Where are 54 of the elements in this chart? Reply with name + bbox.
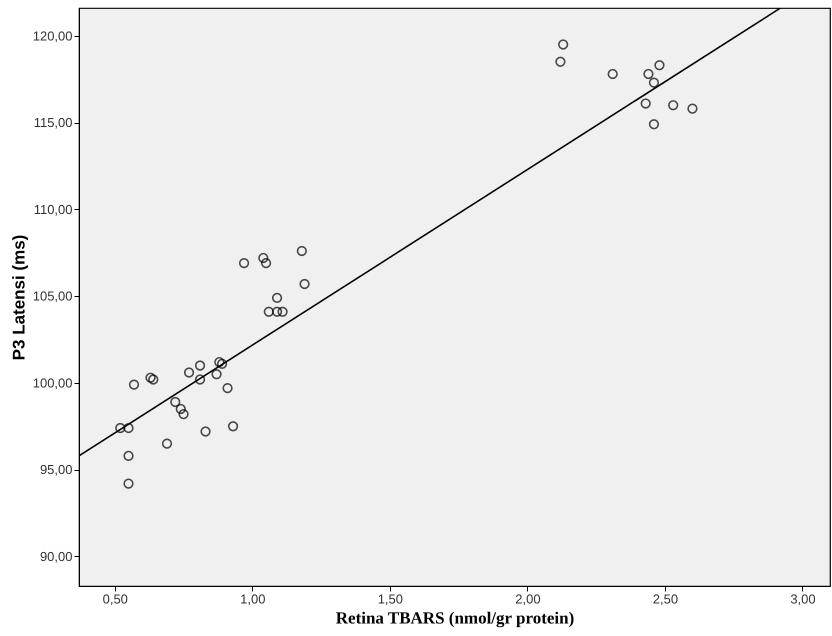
point	[216, 358, 228, 369]
point	[194, 360, 206, 371]
x-tick-label: 0,50	[102, 592, 128, 606]
point	[123, 422, 134, 434]
point	[648, 119, 660, 130]
point	[222, 383, 233, 394]
point	[277, 306, 288, 317]
x-tick-label: 2,50	[652, 592, 678, 606]
point	[687, 104, 698, 114]
point	[654, 60, 665, 70]
point	[176, 404, 186, 414]
point	[668, 100, 678, 110]
point	[272, 292, 282, 303]
y-tick-label: 115,00	[34, 115, 72, 130]
point	[260, 258, 272, 268]
point	[608, 68, 618, 80]
point	[115, 422, 126, 434]
point	[211, 369, 222, 380]
point	[238, 258, 250, 268]
point	[555, 56, 566, 67]
point	[178, 409, 189, 420]
y-axis-title: P3 Latensi (ms)	[10, 234, 29, 360]
x-tick-label: 1,50	[378, 592, 404, 606]
point	[296, 246, 307, 256]
point	[558, 39, 568, 50]
y-tick-label: 100,00	[32, 375, 72, 390]
point	[640, 98, 651, 109]
y-tick-label: 90,00	[40, 548, 72, 564]
point	[648, 78, 660, 88]
point	[123, 450, 134, 461]
point	[148, 374, 158, 385]
x-tick-label: 3,00	[790, 592, 816, 606]
point	[170, 396, 180, 408]
point	[214, 356, 224, 368]
x-tick-label: 1,00	[240, 592, 266, 606]
y-tick-label: 95,00	[40, 462, 72, 478]
point	[272, 306, 282, 317]
point	[123, 478, 134, 489]
point	[643, 68, 654, 80]
point	[299, 278, 310, 290]
point	[184, 367, 194, 378]
y-tick-label: 110,00	[34, 202, 72, 217]
point	[128, 380, 140, 390]
point	[264, 306, 274, 317]
x-axis-title: Retina TBARS (nmol/gr protein)	[336, 608, 574, 628]
point	[145, 372, 156, 383]
point	[162, 438, 172, 449]
point	[228, 421, 238, 432]
point	[200, 426, 211, 437]
point	[258, 252, 268, 264]
y-tick-label: 120,00	[32, 28, 72, 44]
point	[194, 374, 206, 385]
x-tick-label: 2,00	[515, 592, 541, 606]
y-tick-label: 105,00	[32, 288, 72, 304]
